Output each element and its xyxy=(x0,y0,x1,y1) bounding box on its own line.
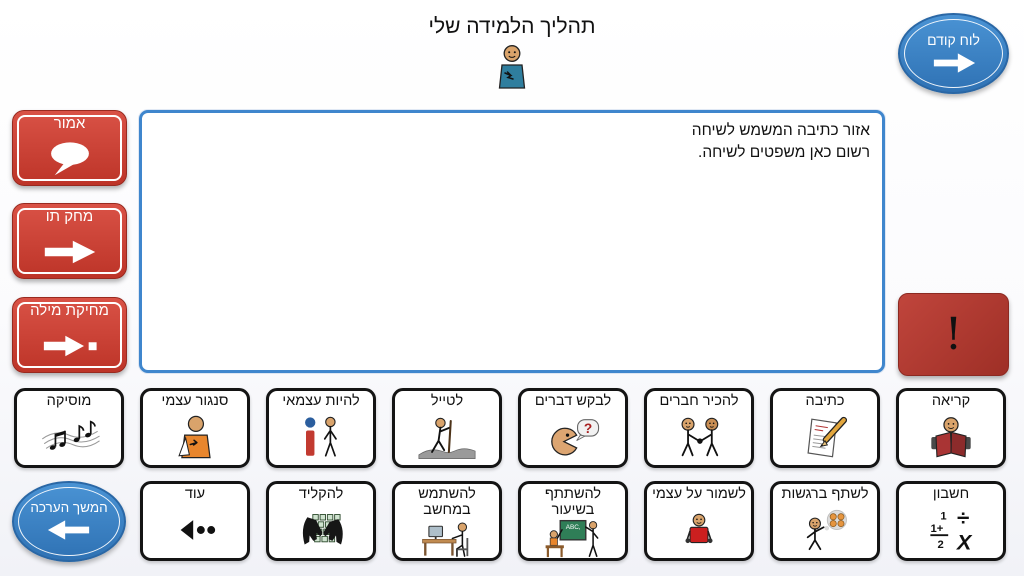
speak-label: אמור xyxy=(53,115,86,132)
board-cell-meet-friends[interactable]: להכיר חברים xyxy=(644,388,754,468)
board-cell-be-independent[interactable]: להיות עצמאי xyxy=(266,388,376,468)
music-notes-icon xyxy=(38,410,100,465)
independent-icon xyxy=(291,410,351,465)
board-grid-row-1: קריאה כתיבה xyxy=(14,388,1006,468)
math-icon: 1 +1 2 ÷ X xyxy=(921,503,981,558)
board-cell-ask-for-things[interactable]: לבקש דברים ? xyxy=(518,388,628,468)
board-cell-self-advocacy[interactable]: סנגור עצמי xyxy=(140,388,250,468)
board-cell-math[interactable]: חשבון 1 +1 2 ÷ X xyxy=(896,481,1006,561)
arrow-left-icon xyxy=(46,517,92,543)
self-advocacy-icon xyxy=(165,410,225,465)
svg-text:1: 1 xyxy=(940,511,946,523)
speech-bubble-icon xyxy=(43,133,97,186)
delete-character-label: מחק תו xyxy=(45,208,94,225)
delete-word-button[interactable]: מחיקת מילה xyxy=(12,297,127,373)
delete-word-label: מחיקת מילה xyxy=(30,302,109,319)
board-cell-participate-in-class[interactable]: להשתתף בשיעור ABC, xyxy=(518,481,628,561)
previous-board-label: לוח קודם xyxy=(927,31,980,48)
board-cell-typing[interactable]: להקליד xyxy=(266,481,376,561)
board-cell-music[interactable]: מוסיקה xyxy=(14,388,124,468)
board-cell-use-computer[interactable]: להשתמש במחשב xyxy=(392,481,502,561)
board-grid-row-2: חשבון 1 +1 2 ÷ X לשתף ברגשות xyxy=(140,481,1006,561)
previous-board-button[interactable]: לוח קודם xyxy=(898,13,1009,94)
board-cell-reading[interactable]: קריאה xyxy=(896,388,1006,468)
handshake-icon xyxy=(669,410,729,465)
continue-assessment-label: המשך הערכה xyxy=(30,500,108,515)
board-cell-share-feelings[interactable]: לשתף ברגשות xyxy=(770,481,880,561)
svg-text:?: ? xyxy=(584,421,592,436)
delete-character-button[interactable]: מחק תו xyxy=(12,203,127,279)
more-dots-icon xyxy=(166,503,224,558)
keyboard-hands-icon xyxy=(292,503,350,558)
message-line-1: אזור כתיבה המשמש לשיחה xyxy=(691,122,870,139)
continue-assessment-button[interactable]: המשך הערכה xyxy=(12,481,126,562)
board-cell-more[interactable]: עוד xyxy=(140,481,250,561)
page-title: תהליך הלמידה שלי xyxy=(428,15,596,38)
arrow-right-icon xyxy=(42,226,98,279)
svg-text:+1: +1 xyxy=(931,523,944,535)
feelings-bubble-icon xyxy=(795,503,855,558)
reading-icon xyxy=(921,410,981,465)
speak-button[interactable]: אמור xyxy=(12,110,127,186)
ask-question-icon: ? xyxy=(543,410,603,465)
sitting-person-icon xyxy=(677,503,721,558)
message-line-2: רשום כאן משפטים לשיחה. xyxy=(698,143,870,161)
hiker-icon xyxy=(417,410,477,465)
board-cell-keep-myself-safe[interactable]: לשמור על עצמי xyxy=(644,481,754,561)
arrow-right-delete-icon xyxy=(42,320,98,373)
board-cell-hiking[interactable]: לטייל xyxy=(392,388,502,468)
me-person-icon xyxy=(494,44,530,94)
writing-icon xyxy=(795,410,855,465)
exclamation-button[interactable]: ! xyxy=(898,293,1009,376)
computer-desk-icon xyxy=(419,518,475,558)
message-writing-area[interactable]: אזור כתיבה המשמש לשיחה רשום כאן משפטים ל… xyxy=(139,110,885,373)
arrow-right-icon xyxy=(931,50,977,76)
svg-text:2: 2 xyxy=(938,539,944,551)
svg-text:÷: ÷ xyxy=(957,507,969,530)
svg-text:ABC,: ABC, xyxy=(566,524,581,531)
classroom-icon: ABC, xyxy=(543,518,603,558)
board-cell-writing[interactable]: כתיבה xyxy=(770,388,880,468)
svg-text:X: X xyxy=(956,530,973,553)
